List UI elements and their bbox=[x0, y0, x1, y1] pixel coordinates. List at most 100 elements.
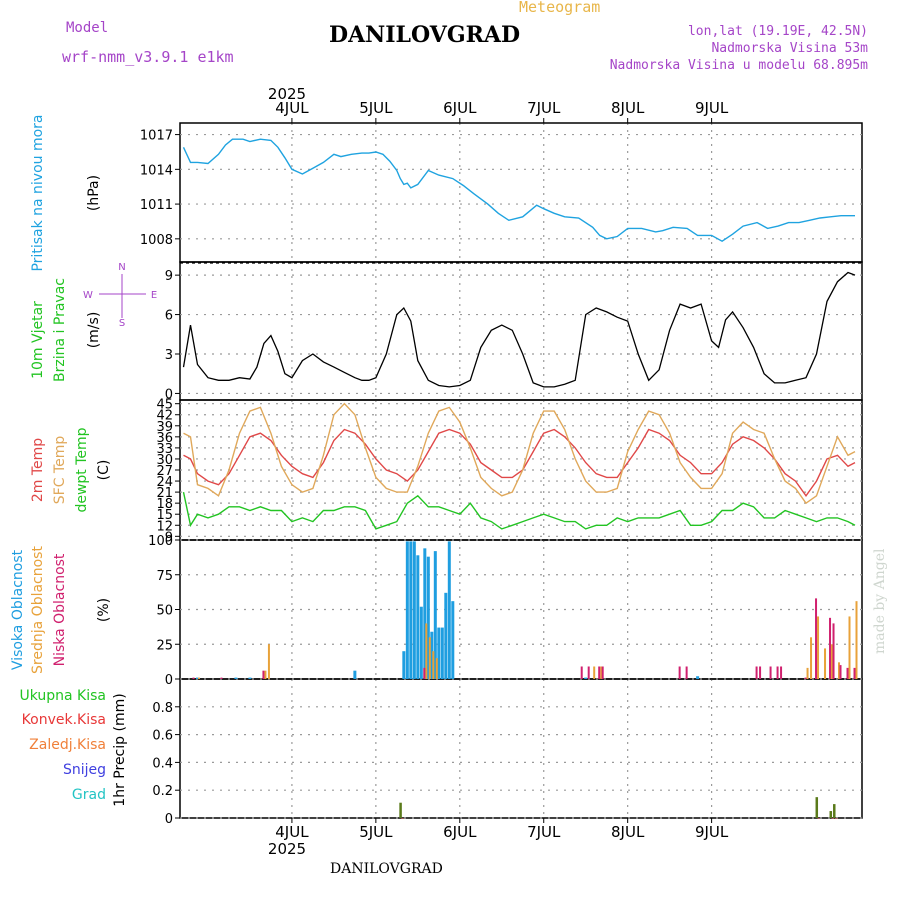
compass-s-label: S bbox=[119, 318, 125, 329]
temp-tick-label: 30 bbox=[156, 453, 173, 468]
precip-bar bbox=[835, 818, 838, 819]
precip-tick-label: 0.8 bbox=[152, 701, 173, 716]
panel-frame-3 bbox=[179, 399, 863, 541]
temp-tick-label: 21 bbox=[156, 486, 173, 501]
cloud-bar bbox=[846, 667, 849, 679]
bottom-day-label: 9JUL bbox=[695, 823, 729, 841]
cloud-bar bbox=[838, 662, 841, 679]
top-day-label: 7JUL bbox=[527, 99, 561, 117]
cloud-bar bbox=[264, 670, 267, 679]
elevation-label: Nadmorska Visina 53m bbox=[711, 41, 868, 56]
cloud-bar bbox=[817, 616, 820, 679]
temp-series-3 bbox=[182, 491, 856, 530]
cloud-bar bbox=[197, 677, 200, 679]
bottom-day-label: 5JUL bbox=[359, 823, 393, 841]
cloud-bar bbox=[806, 667, 809, 679]
temp-axis-label: 2m Temp bbox=[30, 438, 46, 502]
temp-tick-label: 42 bbox=[156, 409, 173, 424]
cloud-bar bbox=[192, 677, 195, 679]
model-name: wrf-nmm_v3.9.1 e1km bbox=[62, 48, 234, 66]
cloud-bar bbox=[409, 541, 413, 679]
cloud-bar bbox=[416, 555, 420, 679]
wind-tick-label: 9 bbox=[165, 269, 173, 284]
cloud-bar bbox=[584, 677, 588, 679]
cloud-tick-label: 100 bbox=[148, 534, 173, 549]
cloud-bar bbox=[601, 666, 604, 679]
bottom-day-label: 4JUL bbox=[275, 823, 309, 841]
precip-tick-label: 0.6 bbox=[152, 729, 173, 744]
precip-bar bbox=[399, 802, 402, 818]
pressure-tick-label: 1017 bbox=[140, 129, 173, 144]
cloud-bar bbox=[587, 666, 590, 679]
cloud-bar bbox=[853, 667, 856, 679]
mid-cloud-axis-label: Srednja Oblacnost bbox=[30, 546, 46, 674]
panel-frame-2 bbox=[179, 261, 863, 401]
dewpt-axis-label: dewpt Temp bbox=[74, 427, 90, 512]
bottom-day-label: 6JUL bbox=[443, 823, 477, 841]
cloud-bar bbox=[423, 548, 427, 679]
cloud-bar bbox=[839, 665, 842, 679]
temp-tick-label: 33 bbox=[156, 442, 173, 457]
pressure-line bbox=[182, 138, 855, 243]
cloud-bar bbox=[444, 592, 448, 679]
precip-tick-label: 0 bbox=[165, 812, 173, 827]
cloud-bar bbox=[451, 601, 455, 679]
compass-n-label: N bbox=[118, 262, 125, 273]
precip-bar bbox=[817, 818, 821, 819]
temp-series-2 bbox=[183, 402, 856, 505]
temp-series-1 bbox=[183, 428, 856, 498]
cloud-bar bbox=[423, 667, 426, 679]
cloud-bar bbox=[696, 676, 700, 679]
model-label: Model bbox=[66, 20, 109, 36]
temp-tick-label: 18 bbox=[156, 497, 173, 512]
precip-unit-label: 1hr Precip (mm) bbox=[112, 693, 128, 806]
cloud-bar bbox=[831, 644, 834, 679]
wind-axis-sublabel: Brzina i Pravac bbox=[52, 278, 68, 382]
cloud-bar bbox=[405, 541, 409, 679]
top-day-label: 8JUL bbox=[611, 99, 645, 117]
panel-frame-4 bbox=[179, 539, 863, 680]
cloud-bar bbox=[353, 670, 357, 679]
cloud-bar bbox=[195, 677, 199, 679]
station-title: DANILOVGRAD bbox=[329, 22, 521, 48]
temp-tick-label: 36 bbox=[156, 431, 173, 446]
top-day-label: 9JUL bbox=[695, 99, 729, 117]
cloud-bar bbox=[776, 666, 779, 679]
compass-w-label: W bbox=[83, 290, 93, 301]
top-day-label: 6JUL bbox=[443, 99, 477, 117]
cloud-bar bbox=[430, 631, 434, 679]
cloud-bar bbox=[580, 666, 583, 679]
cloud-tick-label: 75 bbox=[156, 569, 173, 584]
cloud-bar bbox=[426, 556, 430, 679]
bottom-day-label: 7JUL bbox=[527, 823, 561, 841]
temp-tick-label: 15 bbox=[156, 508, 173, 523]
temp-unit-label: (C) bbox=[96, 460, 112, 481]
pressure-tick-label: 1011 bbox=[140, 198, 173, 213]
cloud-bar bbox=[769, 666, 772, 679]
cloud-bar bbox=[419, 606, 423, 679]
cloud-bar bbox=[759, 666, 762, 679]
wind-tick-label: 3 bbox=[165, 348, 173, 363]
precip-bar bbox=[815, 797, 819, 818]
cloud-bar bbox=[593, 666, 596, 679]
cloud-tick-label: 25 bbox=[156, 638, 173, 653]
cloud-bar bbox=[402, 651, 406, 679]
cloud-bar bbox=[425, 623, 428, 679]
wind-speed-line bbox=[182, 271, 856, 388]
temp-tick-label: 39 bbox=[156, 420, 173, 435]
cloud-bar bbox=[832, 623, 835, 679]
cloud-bar bbox=[685, 666, 688, 679]
precip-legend-1: Ukupna Kisa bbox=[19, 688, 106, 704]
temp-tick-label: 12 bbox=[156, 519, 173, 534]
cloud-bar bbox=[824, 648, 827, 679]
cloud-bar bbox=[447, 541, 451, 679]
cloud-bar bbox=[433, 551, 437, 679]
cloud-bar bbox=[600, 666, 603, 679]
meteogram-label: Meteogram bbox=[519, 0, 601, 16]
cloud-bar bbox=[262, 670, 265, 679]
cloud-bar bbox=[678, 666, 681, 679]
precip-legend-3: Zaledj.Kisa bbox=[29, 737, 106, 753]
temp-tick-label: 24 bbox=[156, 475, 173, 490]
top-year-label: 2025 bbox=[268, 85, 306, 103]
cloud-tick-label: 0 bbox=[165, 673, 173, 688]
